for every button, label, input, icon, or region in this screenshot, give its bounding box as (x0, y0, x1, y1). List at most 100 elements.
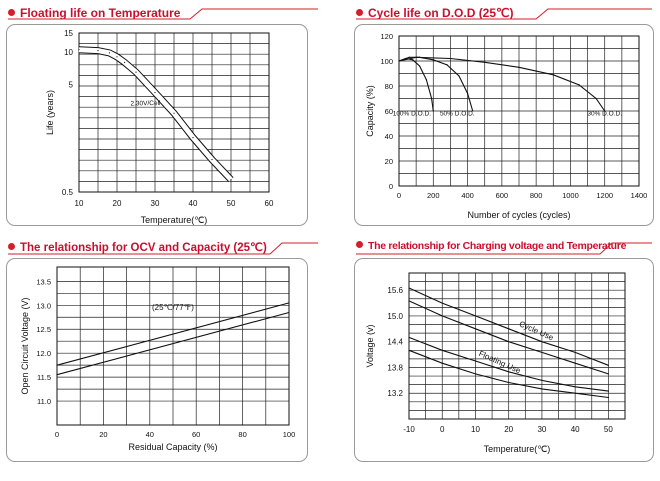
data-point (408, 287, 410, 289)
chart-title: Floating life on Temperature (20, 6, 181, 20)
x-tick-label: 30 (537, 425, 546, 434)
bullet-icon (356, 9, 363, 16)
data-point (508, 371, 510, 373)
y-tick-label: 13.0 (36, 301, 51, 310)
x-tick-label: 200 (427, 191, 440, 200)
data-point (412, 59, 414, 61)
data-point (574, 362, 576, 364)
chart-title: Cycle life on D.O.D (25℃) (368, 6, 514, 20)
data-point (458, 75, 460, 77)
data-point (508, 381, 510, 384)
data-point (541, 379, 543, 381)
series-line (56, 302, 290, 366)
data-point (192, 137, 194, 139)
data-point (541, 341, 543, 343)
series-line (398, 56, 474, 112)
data-point (474, 315, 477, 317)
plot-border (398, 35, 640, 187)
annotation-label: (25℃/77℉) (152, 303, 194, 312)
data-point (425, 79, 428, 81)
data-point (441, 362, 443, 364)
y-tick-label: 60 (385, 107, 393, 116)
x-tick-label: 1200 (596, 191, 613, 200)
data-point (230, 179, 232, 181)
data-point (508, 328, 510, 330)
y-tick-label: 10 (64, 48, 73, 57)
data-point (449, 57, 452, 60)
plot-border (78, 32, 270, 193)
data-point (607, 390, 609, 392)
panel-title: The relationship for Charging voltage an… (356, 240, 626, 258)
data-point (415, 56, 417, 58)
title-underline (356, 8, 652, 20)
y-axis-label: Voltage (v) (365, 324, 375, 367)
series-label: 100% D.O.D. (393, 111, 431, 118)
data-point (552, 74, 554, 76)
series-line (56, 311, 290, 376)
panel-title: Floating life on Temperature (8, 6, 180, 24)
data-point (78, 49, 80, 51)
y-tick-label: 13.5 (36, 277, 51, 286)
bullet-icon (356, 241, 363, 248)
chart-svg: 0 20 40 60 80 100 11.0 11.5 12.0 12.5 13.0 13.5 Resi… (20, 266, 296, 452)
data-point (441, 349, 443, 351)
data-point (288, 302, 290, 304)
data-point (211, 158, 213, 161)
title-underline (8, 242, 318, 255)
data-point (607, 396, 609, 399)
plot-border (408, 272, 626, 420)
y-tick-label: 14.4 (387, 338, 403, 347)
data-point (124, 61, 126, 63)
data-point (116, 56, 118, 58)
data-point (574, 392, 576, 394)
x-tick-label: 10 (75, 199, 84, 208)
y-tick-label: 40 (385, 132, 393, 141)
y-tick-label: 12.0 (36, 349, 51, 358)
data-point (408, 300, 410, 302)
y-tick-label: 0 (389, 182, 393, 191)
x-tick-label: 60 (265, 199, 274, 208)
data-point (446, 64, 448, 66)
x-tick-label: 30 (151, 199, 160, 208)
chart-frame: 10 20 30 40 50 60 15 10 5 0.5 Temperature(℃) Life (… (6, 24, 308, 226)
y-tick-label: 0.5 (62, 188, 74, 197)
data-point (408, 336, 410, 339)
y-tick-label: 11.5 (37, 373, 51, 382)
data-point (135, 71, 137, 73)
data-point (518, 66, 520, 68)
y-tick-label: 12.5 (36, 325, 51, 334)
chart-frame: 100% D.O.D. 50% D.O.D. 30% D.O.D. 0 200 400 60… (354, 24, 654, 226)
data-point (578, 84, 580, 86)
y-tick-label: 15 (64, 29, 73, 38)
data-point (474, 373, 477, 375)
y-tick-label: 13.8 (387, 363, 403, 372)
data-point (574, 351, 576, 354)
x-tick-label: 40 (571, 425, 580, 434)
y-axis-label: Capacity (%) (365, 85, 375, 137)
series-label: 50% D.O.D. (440, 111, 475, 118)
bullet-icon (8, 243, 15, 250)
x-tick-label: 400 (461, 191, 474, 200)
data-point (56, 374, 58, 376)
data-point (441, 302, 443, 304)
data-point (432, 59, 434, 61)
annotation-label: 2.30V/Cell (130, 100, 161, 108)
data-point (466, 92, 469, 95)
x-tick-label: 800 (530, 191, 543, 200)
data-point (607, 373, 609, 375)
data-point (430, 97, 433, 100)
x-tick-label: 0 (440, 425, 445, 434)
x-tick-label: 1000 (562, 191, 579, 200)
x-tick-label: 0 (397, 191, 401, 200)
y-tick-label: 80 (385, 82, 393, 91)
y-tick-label: 15.0 (387, 312, 403, 321)
data-point (541, 388, 543, 390)
data-point (97, 49, 99, 52)
x-tick-label: 80 (238, 430, 246, 439)
y-tick-label: 13.2 (387, 389, 403, 398)
x-tick-label: 100 (283, 430, 296, 439)
y-axis-label: Open Circuit Voltage (V) (20, 297, 30, 394)
x-tick-label: 1400 (631, 191, 648, 200)
x-tick-label: 10 (471, 425, 480, 434)
